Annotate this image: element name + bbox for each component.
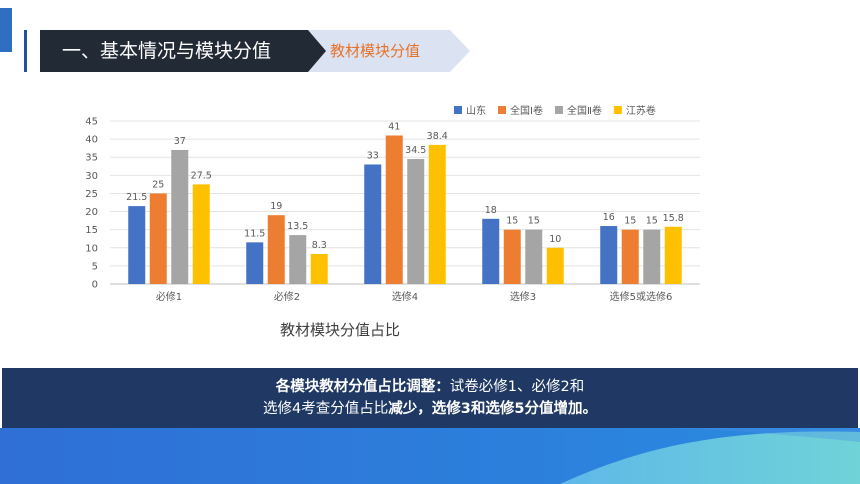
summary-bold-1: 各模块教材分值占比调整： <box>275 379 450 395</box>
bar <box>525 229 543 284</box>
data-label: 37 <box>174 136 186 147</box>
subtitle-tag: 教材模块分值 <box>308 30 470 72</box>
bar <box>310 253 328 284</box>
subtitle-text: 教材模块分值 <box>330 42 421 60</box>
bar <box>149 193 167 284</box>
bar <box>407 159 425 284</box>
legend-swatch <box>613 106 622 114</box>
bar <box>171 149 189 284</box>
bar <box>246 242 264 284</box>
bar <box>267 215 285 284</box>
section-title: 一、基本情况与模块分值 <box>62 40 272 62</box>
chart-title: 教材模块分值占比 <box>280 321 400 339</box>
data-label: 19 <box>270 201 282 212</box>
data-label: 33 <box>367 150 379 161</box>
subtitle-arrow-shape <box>308 30 470 72</box>
summary-banner: 各模块教材分值占比调整：试卷必修1、必修2和 选修4考查分值占比减少，选修3和选… <box>2 368 858 428</box>
accent-line <box>24 30 27 72</box>
accent-bar <box>0 8 12 52</box>
x-tick-label: 必修2 <box>274 290 300 303</box>
summary-bold-2: 减少，选修3和选修5分值增加。 <box>388 401 597 417</box>
bar <box>621 229 639 284</box>
data-label: 10 <box>549 234 561 245</box>
y-tick-label: 45 <box>85 117 98 128</box>
summary-text-2: 选修4考查分值占比 <box>263 401 389 417</box>
y-tick-label: 0 <box>92 280 98 291</box>
legend-swatch <box>454 106 462 114</box>
bar <box>600 226 618 284</box>
x-tick-label: 选修5或选修6 <box>610 290 673 303</box>
legend-label: 全国Ⅰ卷 <box>510 104 543 117</box>
data-label: 11.5 <box>244 228 265 239</box>
y-tick-label: 5 <box>92 261 98 272</box>
bar <box>664 226 682 284</box>
data-label: 15 <box>528 216 540 227</box>
bar <box>482 218 500 284</box>
summary-text-1: 试卷必修1、必修2和 <box>449 379 585 395</box>
title-arrow-shape <box>40 30 332 72</box>
bar <box>192 184 210 284</box>
chart-y-axis: 0 5 10 15 20 25 30 35 40 45 <box>85 117 98 291</box>
data-label: 8.3 <box>312 240 327 251</box>
y-tick-label: 10 <box>85 243 98 254</box>
y-tick-label: 20 <box>85 207 98 218</box>
data-label: 38.4 <box>427 131 448 142</box>
y-tick-label: 15 <box>85 225 98 236</box>
data-label: 15 <box>624 216 636 227</box>
legend-swatch <box>554 106 563 114</box>
x-tick-label: 选修3 <box>510 290 536 303</box>
legend-label: 全国Ⅱ卷 <box>567 104 602 117</box>
data-label: 13.5 <box>287 221 308 232</box>
bar <box>546 247 564 284</box>
data-label: 25 <box>152 179 164 190</box>
y-tick-label: 40 <box>85 135 98 146</box>
legend-swatch <box>498 106 506 114</box>
data-label: 15.8 <box>663 213 684 224</box>
x-tick-label: 必修1 <box>156 290 182 303</box>
bar <box>643 229 661 284</box>
y-tick-label: 30 <box>85 171 98 182</box>
data-label: 15 <box>646 216 658 227</box>
chart-bars <box>128 135 682 284</box>
chart-legend: 山东 全国Ⅰ卷 全国Ⅱ卷 江苏卷 <box>454 104 656 117</box>
chart-data-labels: 21.5 25 37 27.5 11.5 19 13.5 8.3 33 41 34.538.4 18 1… <box>126 121 684 250</box>
data-label: 27.5 <box>191 170 212 181</box>
data-label: 15 <box>506 216 518 227</box>
chart-x-axis: 必修1 必修2 选修4 选修3 选修5或选修6 <box>156 290 673 303</box>
footer-wave-decoration <box>0 428 860 484</box>
y-tick-label: 35 <box>85 153 98 164</box>
legend-label: 山东 <box>466 104 486 117</box>
bar <box>289 235 307 284</box>
data-label: 41 <box>388 121 400 132</box>
bar <box>128 206 146 284</box>
section-title-block: 一、基本情况与模块分值 <box>40 30 332 72</box>
data-label: 34.5 <box>405 145 426 156</box>
bar <box>428 144 446 284</box>
y-tick-label: 25 <box>85 189 98 200</box>
data-label: 18 <box>485 205 497 216</box>
x-tick-label: 选修4 <box>392 290 418 303</box>
data-label: 16 <box>603 212 615 223</box>
data-label: 21.5 <box>126 192 147 203</box>
bar <box>385 135 403 284</box>
bar <box>503 229 521 284</box>
bar <box>364 164 382 284</box>
legend-label: 江苏卷 <box>626 104 656 117</box>
